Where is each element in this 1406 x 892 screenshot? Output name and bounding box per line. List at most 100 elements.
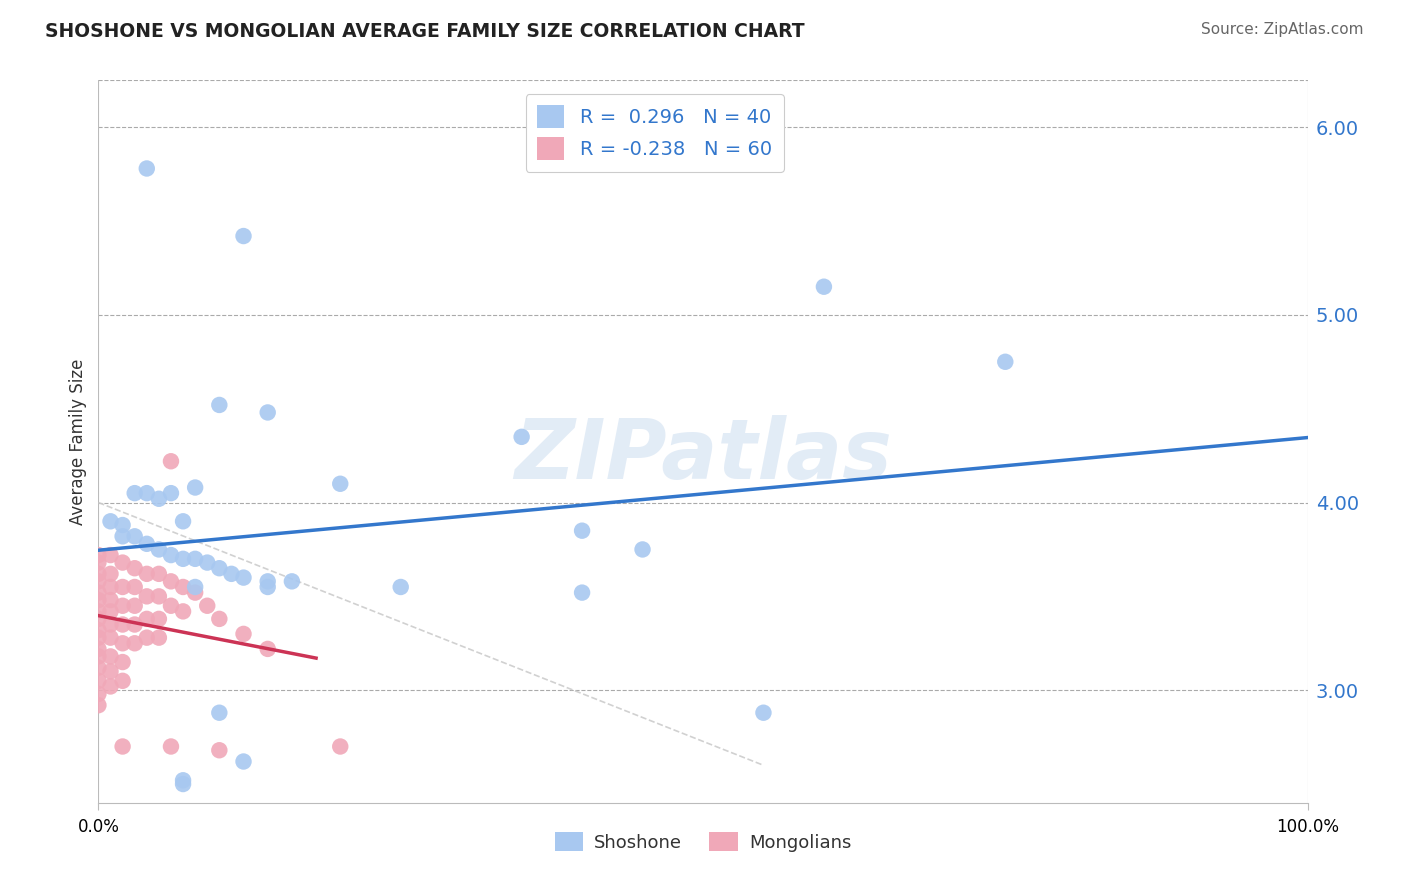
Point [752,706,775,720]
Point [87,673,110,688]
Point [148,631,170,645]
Point [87,649,110,664]
Point [100,580,122,594]
Point [87,556,110,570]
Point [111,655,134,669]
Point [87,566,110,581]
Point [87,687,110,701]
Point [111,518,134,533]
Point [87,698,110,713]
Point [208,706,231,720]
Y-axis label: Average Family Size: Average Family Size [69,359,87,524]
Point [184,580,207,594]
Point [389,580,412,594]
Point [87,548,110,562]
Point [148,612,170,626]
Point [100,631,122,645]
Point [87,604,110,618]
Point [232,229,254,244]
Point [160,454,183,468]
Point [135,631,157,645]
Point [148,566,170,581]
Legend: Shoshone, Mongolians: Shoshone, Mongolians [547,825,859,859]
Point [111,556,134,570]
Point [148,491,170,506]
Point [87,623,110,637]
Point [135,566,157,581]
Point [184,481,207,495]
Point [232,571,254,585]
Point [160,548,183,562]
Point [172,551,194,566]
Point [135,612,157,626]
Point [111,739,134,754]
Point [87,641,110,656]
Point [148,590,170,604]
Point [100,566,122,581]
Point [510,430,533,444]
Point [87,661,110,675]
Point [184,585,207,599]
Point [208,398,231,412]
Point [172,604,194,618]
Point [160,599,183,613]
Point [256,641,278,656]
Point [100,604,122,618]
Point [172,514,194,528]
Point [631,542,654,557]
Point [184,551,207,566]
Point [100,617,122,632]
Point [281,574,304,589]
Point [135,537,157,551]
Point [87,574,110,589]
Point [329,476,352,491]
Point [571,585,593,599]
Point [172,773,194,788]
Point [195,599,218,613]
Point [111,580,134,594]
Point [124,599,146,613]
Point [571,524,593,538]
Point [111,599,134,613]
Point [111,636,134,650]
Point [208,561,231,575]
Point [232,627,254,641]
Point [256,405,278,419]
Point [172,580,194,594]
Text: Source: ZipAtlas.com: Source: ZipAtlas.com [1201,22,1364,37]
Point [221,566,243,581]
Point [256,580,278,594]
Point [232,755,254,769]
Point [160,486,183,500]
Point [124,486,146,500]
Point [100,514,122,528]
Point [124,529,146,543]
Point [195,556,218,570]
Point [87,585,110,599]
Point [111,617,134,632]
Point [135,486,157,500]
Point [100,649,122,664]
Point [100,593,122,607]
Point [172,777,194,791]
Point [124,561,146,575]
Point [124,580,146,594]
Point [135,590,157,604]
Point [87,593,110,607]
Point [124,617,146,632]
Point [100,680,122,694]
Point [160,574,183,589]
Point [994,355,1017,369]
Point [208,743,231,757]
Point [813,279,835,293]
Point [124,636,146,650]
Point [160,739,183,754]
Point [100,665,122,679]
Point [329,739,352,754]
Point [256,574,278,589]
Point [87,612,110,626]
Point [208,612,231,626]
Point [111,673,134,688]
Point [100,548,122,562]
Point [148,542,170,557]
